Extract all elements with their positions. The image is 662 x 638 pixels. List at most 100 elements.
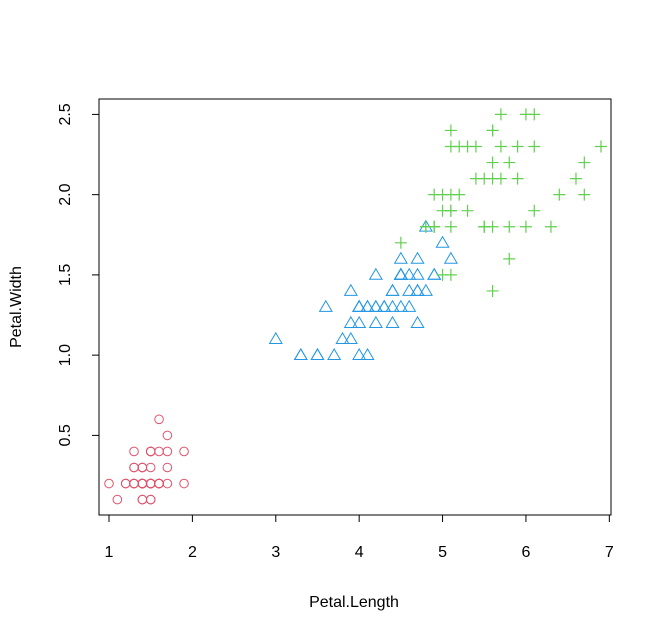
data-point xyxy=(352,347,367,361)
data-point xyxy=(444,124,457,137)
data-point xyxy=(335,331,350,344)
data-point xyxy=(410,283,425,296)
data-point xyxy=(154,446,164,457)
data-point xyxy=(443,251,458,264)
data-point xyxy=(385,283,400,296)
data-point xyxy=(120,478,131,489)
data-point xyxy=(268,331,283,344)
data-point xyxy=(469,172,482,185)
data-point xyxy=(343,283,358,296)
data-point xyxy=(179,478,189,489)
data-point xyxy=(145,494,156,505)
data-point xyxy=(402,267,417,280)
data-point xyxy=(360,347,375,361)
data-point xyxy=(528,140,541,153)
data-point xyxy=(444,220,457,233)
data-point xyxy=(352,299,367,312)
data-point xyxy=(410,283,425,296)
data-point xyxy=(394,236,407,249)
data-point xyxy=(393,267,408,280)
x-axis-title: Petal.Length xyxy=(309,594,399,611)
data-point xyxy=(129,478,139,489)
data-point xyxy=(343,315,358,328)
data-point xyxy=(511,140,524,153)
data-point xyxy=(154,414,164,425)
data-point xyxy=(162,462,173,473)
data-point xyxy=(104,478,114,489)
data-point xyxy=(511,172,524,185)
y-tick-label: 1.5 xyxy=(57,264,74,286)
x-axis: 1 2 3 4 5 6 7 xyxy=(105,514,614,561)
data-point xyxy=(410,315,425,328)
data-point xyxy=(129,446,139,457)
data-point xyxy=(393,267,408,280)
data-point xyxy=(368,299,383,312)
data-point xyxy=(578,188,591,201)
data-point xyxy=(360,299,375,312)
data-point xyxy=(352,299,367,312)
data-point xyxy=(137,478,148,489)
x-tick-label: 4 xyxy=(355,544,364,561)
data-point xyxy=(486,156,499,169)
data-point xyxy=(410,267,425,280)
data-point xyxy=(179,446,189,457)
data-point xyxy=(154,478,164,489)
data-point xyxy=(478,220,491,233)
data-point xyxy=(503,156,516,169)
y-tick-label: 2.5 xyxy=(57,103,74,125)
data-point xyxy=(385,315,400,328)
data-point xyxy=(427,267,442,280)
data-point xyxy=(393,267,408,280)
data-point xyxy=(385,299,400,312)
data-point xyxy=(162,430,173,441)
data-point xyxy=(137,462,148,473)
data-point xyxy=(578,156,591,169)
x-tick-label: 6 xyxy=(521,544,530,561)
data-point xyxy=(427,267,442,280)
x-tick-label: 5 xyxy=(438,544,447,561)
data-point xyxy=(469,140,482,153)
data-point xyxy=(310,347,325,361)
data-point xyxy=(145,462,156,473)
x-tick-label: 1 xyxy=(105,544,114,561)
data-point xyxy=(393,267,408,280)
data-point xyxy=(145,446,156,457)
data-point xyxy=(419,220,432,233)
data-point xyxy=(453,140,466,153)
data-point xyxy=(418,283,433,296)
data-point xyxy=(486,172,499,185)
y-tick-label: 1.0 xyxy=(57,344,74,366)
x-tick-label: 3 xyxy=(271,544,280,561)
data-point xyxy=(494,140,507,153)
data-point xyxy=(519,220,532,233)
data-point xyxy=(461,204,474,217)
data-point xyxy=(385,283,400,296)
data-point xyxy=(377,299,392,312)
data-point xyxy=(393,299,408,312)
data-point xyxy=(528,108,541,121)
data-point xyxy=(435,235,450,248)
data-point xyxy=(486,284,499,297)
x-tick-label: 2 xyxy=(188,544,197,561)
data-point xyxy=(402,299,417,312)
data-point xyxy=(410,251,425,264)
data-point xyxy=(162,478,173,489)
data-point xyxy=(436,204,449,217)
y-tick-label: 0.5 xyxy=(57,424,74,446)
data-point xyxy=(318,299,333,312)
data-point xyxy=(310,347,325,361)
data-point xyxy=(528,204,541,217)
data-point xyxy=(503,252,516,265)
data-point xyxy=(112,494,123,505)
data-point xyxy=(162,446,173,457)
data-point xyxy=(145,478,156,489)
data-point xyxy=(293,347,308,361)
data-point xyxy=(486,124,499,137)
data-point xyxy=(129,462,139,473)
data-point xyxy=(569,172,582,185)
data-point xyxy=(377,299,392,312)
data-points xyxy=(104,108,607,505)
data-point xyxy=(293,347,308,361)
data-point xyxy=(137,494,148,505)
